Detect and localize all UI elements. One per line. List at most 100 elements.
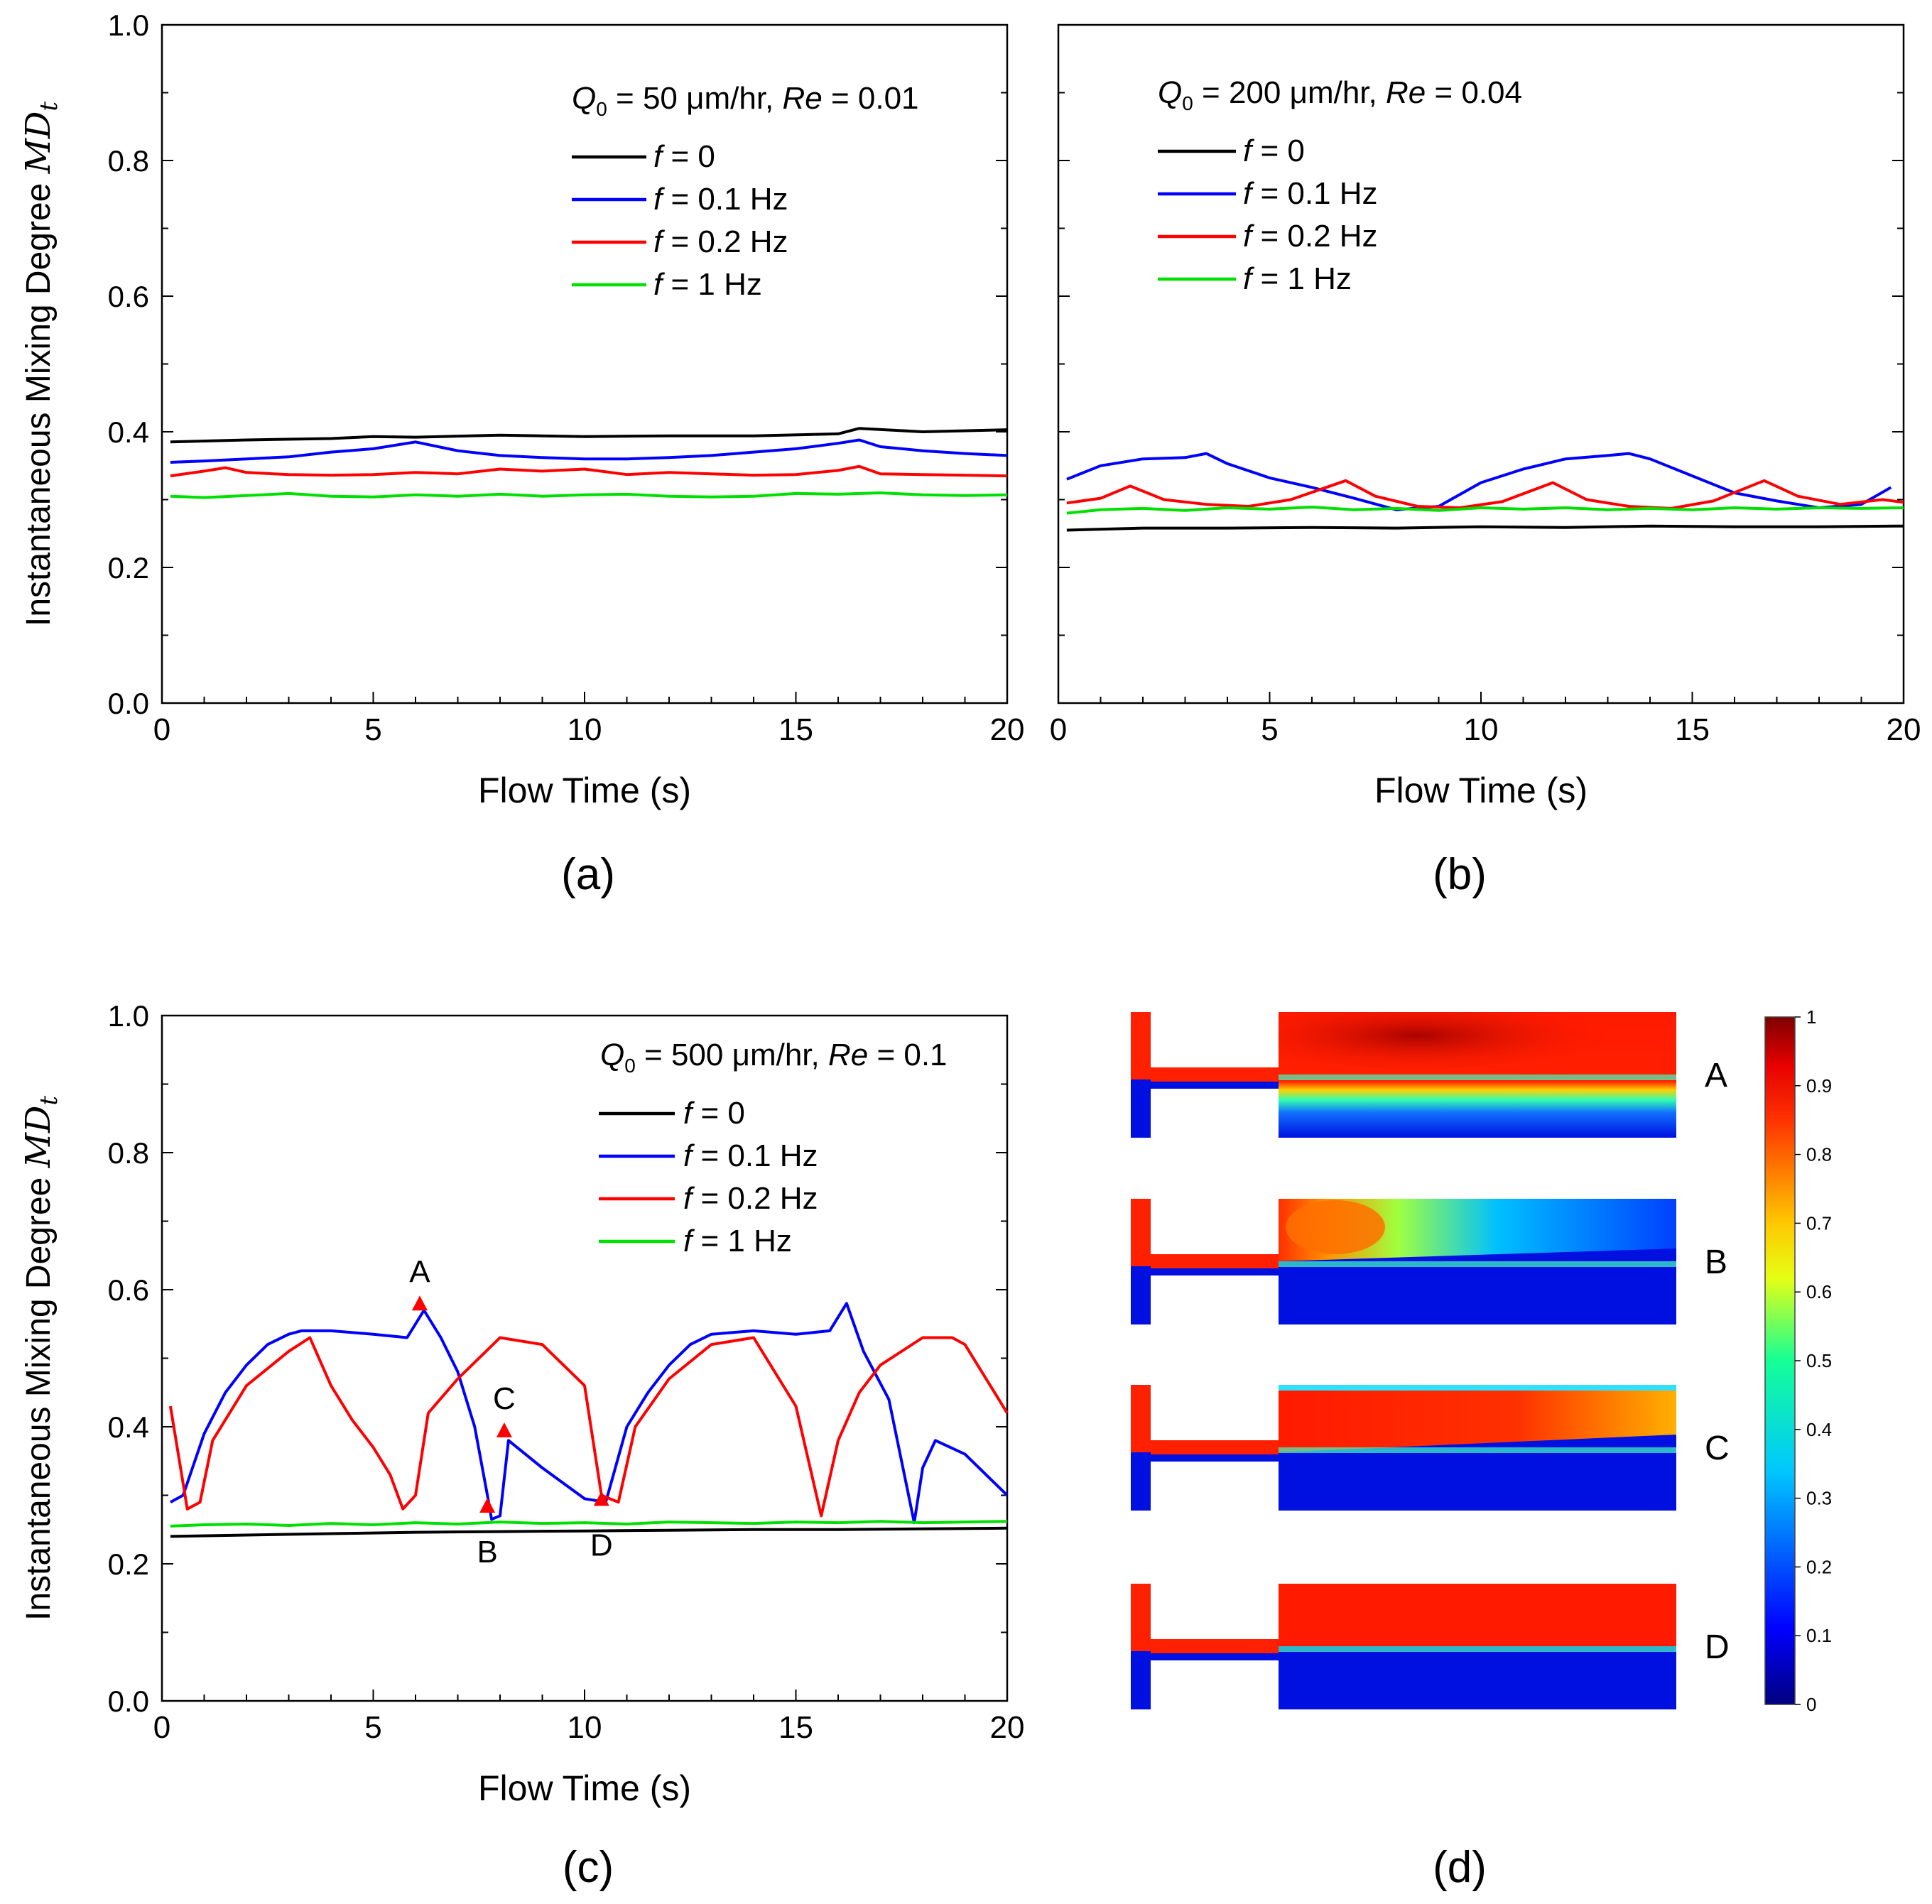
connector-top xyxy=(1151,1254,1279,1268)
panel-c: 0 5 10 15 20 0.0 0.2 0.4 0.6 0.8 1.0 Flow Time (s) I… xyxy=(18,999,1024,1808)
series-line-0 xyxy=(1066,524,1904,532)
colorbar-tick-label: 0.7 xyxy=(1806,1212,1832,1234)
y-tick-label: 0.2 xyxy=(108,551,149,584)
connector-top xyxy=(1151,1440,1279,1454)
condition-q-sub: 0 xyxy=(596,98,607,120)
x-tick-label: 15 xyxy=(1675,712,1710,747)
connector-bottom xyxy=(1151,1653,1279,1660)
condition-q: Q xyxy=(1158,75,1182,110)
mixing-core xyxy=(1286,1200,1385,1254)
y-tick-label: 1.0 xyxy=(108,999,149,1033)
series-line-1 xyxy=(170,438,1008,464)
x-tick-label: 20 xyxy=(990,1710,1025,1745)
x-axis-label: Flow Time (s) xyxy=(478,771,691,810)
condition-label: Q0 = 50 μm/hr, Re = 0.01 xyxy=(572,81,919,120)
condition-text: = 200 μm/hr, xyxy=(1193,75,1386,110)
marker-label-A: A xyxy=(409,1254,430,1289)
colorbar-tick-label: 0.4 xyxy=(1806,1419,1832,1440)
y-axis-label: Instantaneous Mixing Degree MDt xyxy=(18,102,63,626)
cavity-lower xyxy=(1156,1089,1274,1138)
y-tick-label: 0.0 xyxy=(108,687,149,720)
series-line-2 xyxy=(168,1336,1009,1518)
legend-label-1: f = 0.1 Hz xyxy=(683,1138,818,1173)
y-axis-label-symbol: MD xyxy=(18,1106,58,1169)
snapshot-label-C: C xyxy=(1705,1430,1730,1467)
marker-label-B: B xyxy=(477,1535,497,1570)
y-axis-label-space xyxy=(20,173,58,183)
y-axis-label: Instantaneous Mixing Degree MDt xyxy=(18,1096,63,1621)
cavity-upper xyxy=(1156,1207,1274,1251)
legend-label-0: f = 0 xyxy=(1243,134,1305,168)
plot-frame xyxy=(161,1014,1009,1702)
interface-band xyxy=(1279,1646,1676,1652)
connector-bottom xyxy=(1151,1082,1279,1089)
y-axis-label-subscript: t xyxy=(35,102,63,111)
colorbar-tick-label: 1 xyxy=(1806,1006,1816,1028)
snapshot-label-D: D xyxy=(1705,1628,1730,1666)
x-tick-label: 10 xyxy=(1464,712,1499,747)
mixing-field xyxy=(1279,1391,1676,1452)
condition-re-value: = 0.01 xyxy=(823,81,919,116)
legend-label-2: f = 0.2 Hz xyxy=(683,1181,818,1216)
legend-value: = 1 Hz xyxy=(662,267,762,302)
colorbar xyxy=(1764,1016,1796,1705)
cavity-upper xyxy=(1156,1592,1274,1636)
marker-C xyxy=(496,1422,512,1437)
x-axis-label: Flow Time (s) xyxy=(1374,771,1588,810)
colorbar-tick-label: 0.3 xyxy=(1806,1488,1832,1509)
x-tick-label: 0 xyxy=(153,1710,170,1745)
condition-q: Q xyxy=(600,1038,624,1072)
colorbar-tick-label: 0.2 xyxy=(1806,1556,1832,1577)
legend-value: = 0 xyxy=(662,139,715,174)
x-tick-label: 0 xyxy=(153,712,170,747)
panel-caption-b: (b) xyxy=(1433,850,1487,899)
legend-label-1: f = 0.1 Hz xyxy=(1243,176,1378,211)
condition-q: Q xyxy=(572,81,596,116)
condition-text: = 50 μm/hr, xyxy=(607,81,783,116)
legend-value: = 1 Hz xyxy=(1252,261,1352,296)
series-line-2 xyxy=(1066,479,1904,510)
y-axis-label-text: Instantaneous Mixing Degree xyxy=(20,1177,58,1621)
connector-bottom xyxy=(1151,1268,1279,1275)
snapshot-D: D xyxy=(1131,1584,1730,1709)
panel-d: A B C D 1 0.9 0.8 0.7 0.6 0.5 0.4 0.3 0.2 0.1 0 xyxy=(1131,1006,1832,1715)
inlet-bottom xyxy=(1131,1452,1151,1511)
snapshot-C: C xyxy=(1131,1385,1730,1511)
snapshot-B: B xyxy=(1131,1199,1727,1324)
y-axis-label-text: Instantaneous Mixing Degree xyxy=(20,183,58,626)
legend-value: = 0.1 Hz xyxy=(1252,176,1377,211)
series-line-3 xyxy=(170,491,1008,499)
colorbar-tick-label: 0 xyxy=(1806,1694,1816,1715)
y-tick-label: 0.4 xyxy=(108,1410,149,1444)
x-tick-label: 0 xyxy=(1050,712,1067,747)
marker-label-C: C xyxy=(493,1381,516,1416)
y-tick-label: 0.0 xyxy=(108,1685,149,1718)
snapshot-A: A xyxy=(1131,1012,1727,1138)
series-line-1 xyxy=(1066,452,1892,511)
colorbar-tick-label: 0.6 xyxy=(1806,1281,1832,1302)
interface-band xyxy=(1279,1075,1676,1080)
legend-value: = 0.2 Hz xyxy=(662,224,788,259)
colorbar-tick-label: 0.9 xyxy=(1806,1075,1832,1097)
mixing-edge xyxy=(1279,1385,1676,1391)
panel-caption-a: (a) xyxy=(561,850,615,899)
series-line-1 xyxy=(169,1302,1009,1525)
marker-A xyxy=(411,1295,428,1311)
condition-re-value: = 0.1 xyxy=(868,1038,947,1072)
condition-re-value: = 0.04 xyxy=(1426,75,1522,110)
colorbar-tick-label: 0.8 xyxy=(1806,1144,1832,1165)
marker-label-D: D xyxy=(590,1528,613,1562)
panel-a: 0 5 10 15 20 0.0 0.2 0.4 0.6 0.8 1.0 Flow Time (s) I… xyxy=(18,9,1024,810)
cavity-upper xyxy=(1156,1021,1274,1065)
panel-b: 0 5 10 15 20 Flow Time (s) Q0 = 200 μm/hr, Re … xyxy=(1050,23,1921,810)
condition-text: = 500 μm/hr, xyxy=(636,1038,828,1072)
connector-top xyxy=(1151,1639,1279,1653)
legend-label-2: f = 0.2 Hz xyxy=(653,224,788,259)
y-tick-label: 0.8 xyxy=(108,144,149,178)
legend-label-0: f = 0 xyxy=(683,1096,745,1131)
marker-D xyxy=(593,1491,609,1506)
x-tick-label: 20 xyxy=(990,712,1025,747)
y-axis-label-symbol: MD xyxy=(18,111,58,175)
y-tick-label: 1.0 xyxy=(108,9,149,42)
